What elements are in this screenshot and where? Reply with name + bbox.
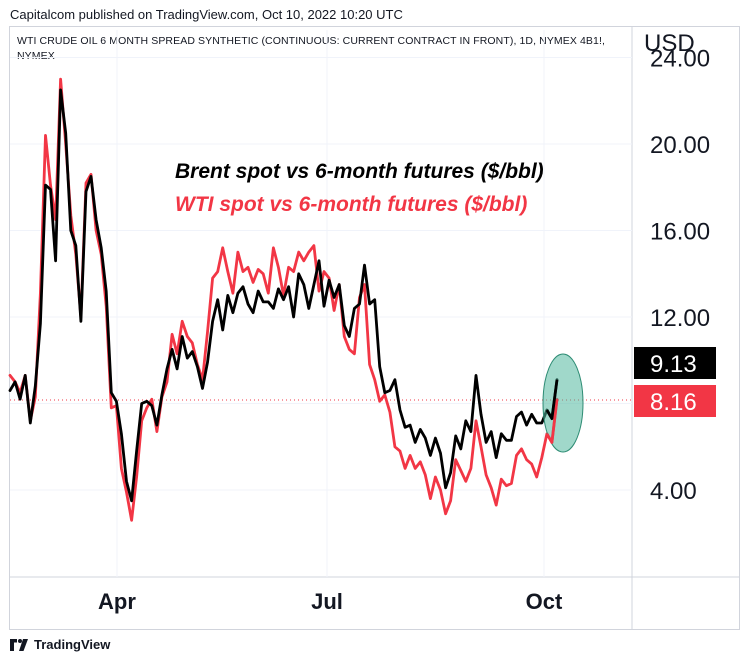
chart-title-layer: Brent spot vs 6-month futures ($/bbl) WTI… [175,160,544,216]
y-tick-label: 12.00 [650,305,710,332]
price-label-box-brent [634,347,716,379]
highlight-ellipse-layer [542,353,584,453]
chart-title-brent: Brent spot vs 6-month futures ($/bbl) [175,160,544,183]
price-label-brent: 9.13 [650,351,697,378]
publish-header: Capitalcom published on TradingView.com,… [10,7,403,22]
footer-brand[interactable]: TradingView [10,637,110,652]
tradingview-logo-icon [10,638,28,651]
gridlines [9,26,740,630]
chart-subtitle: WTI CRUDE OIL 6 MONTH SPREAD SYNTHETIC (… [17,35,606,62]
x-tick-label: Oct [526,589,563,614]
x-tick-label: Jul [311,589,343,614]
y-tick-label: 16.00 [650,219,710,246]
chart-title-wti: WTI spot vs 6-month futures ($/bbl) [175,193,527,216]
series-layer [8,77,559,522]
footer-brand-label: TradingView [34,637,111,652]
series-line-end-wti [545,399,559,444]
series-line-brent [8,88,559,503]
y-tick-label: 20.00 [650,132,710,159]
price-label-layer: 9.13 8.16 [634,347,716,417]
chart-frame [9,26,740,630]
y-tick-label: 4.00 [650,478,697,505]
price-label-wti: 8.16 [650,389,697,416]
x-tick-label: Apr [98,589,136,614]
y-tick-label: 24.00 [650,46,710,73]
series-line-end-brent [545,379,559,421]
price-label-box-wti [634,385,716,417]
currency-unit: USD [644,30,695,57]
x-axis: Apr Jul Oct [98,589,563,614]
